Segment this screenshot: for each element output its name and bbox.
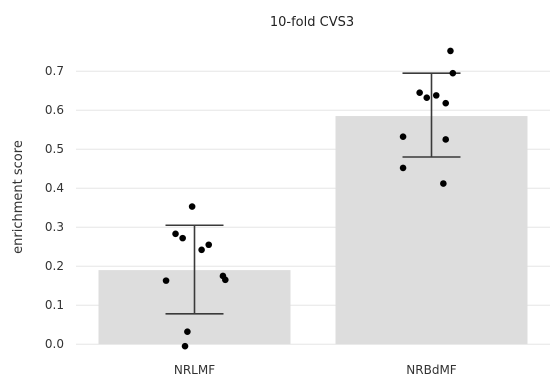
data-point (172, 230, 179, 238)
data-point (449, 69, 457, 77)
data-point (432, 92, 440, 99)
y-tick-label: 0.0 (45, 337, 64, 351)
data-point (181, 342, 189, 350)
data-point (162, 277, 170, 284)
y-tick-label: 0.4 (45, 181, 64, 195)
data-point (442, 99, 450, 107)
data-point (205, 241, 213, 249)
y-tick-label: 0.6 (45, 103, 64, 117)
data-point (184, 328, 191, 336)
y-tick-label: 0.2 (45, 259, 64, 273)
data-point (416, 89, 423, 96)
data-point (399, 164, 407, 172)
y-axis-label: enrichment score (11, 140, 26, 254)
data-point (442, 136, 450, 143)
data-point (399, 133, 407, 141)
data-point (198, 246, 205, 254)
data-point (440, 180, 447, 187)
data-point (423, 94, 431, 102)
data-points (162, 47, 457, 350)
x-tick-labels: NRLMF NRBdMF (174, 363, 457, 377)
chart-title: 10-fold CVS3 (270, 15, 354, 30)
data-point (447, 47, 454, 55)
y-tick-label: 0.3 (45, 220, 64, 234)
y-tick-label: 0.7 (45, 64, 64, 78)
y-tick-label: 0.1 (45, 298, 64, 312)
y-tick-labels: 0.0 0.1 0.2 0.3 0.4 0.5 0.6 0.7 (45, 64, 64, 351)
error-bars (165, 72, 461, 315)
x-tick-label-nrlmf: NRLMF (174, 363, 215, 377)
data-point (179, 234, 186, 242)
data-point (188, 203, 196, 210)
y-tick-label: 0.5 (45, 142, 64, 156)
data-point (222, 276, 229, 284)
x-tick-label-nrbdmf: NRBdMF (406, 363, 457, 377)
